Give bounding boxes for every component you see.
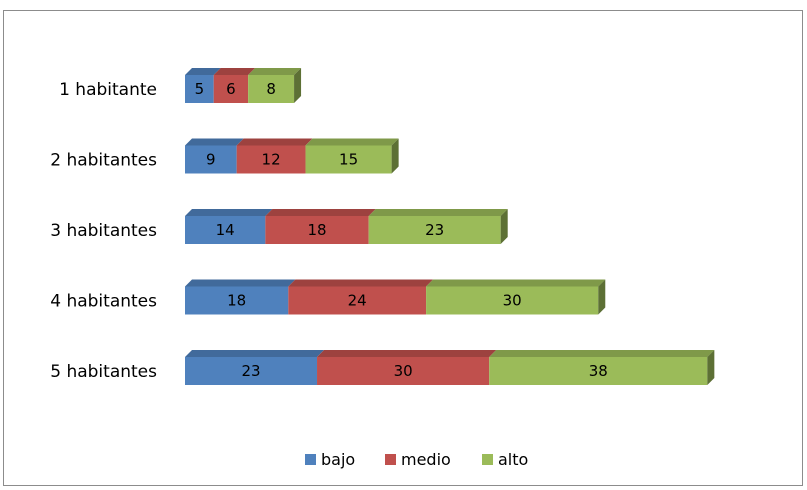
bar-segment-medio [317,357,490,385]
bar-segment-bajo [185,357,318,385]
legend-label-medio: medio [401,450,451,469]
bar-segment-top [185,209,273,216]
bar-segment-top [489,350,715,357]
data-label: 30 [503,292,522,310]
category-label: 3 habitantes [50,221,157,241]
bar-segment-top [236,138,313,146]
bar-segment-top [426,279,606,287]
bar-side-face [294,68,302,103]
bar-side-face [707,350,715,385]
data-label: 38 [589,362,608,380]
category-label: 4 habitantes [50,292,157,312]
data-label: 6 [226,80,236,98]
bar-segment-bajo [185,216,266,244]
bar-side-face [598,279,606,315]
bar-segment-medio [288,286,427,315]
data-label: 12 [262,151,281,169]
data-label: 15 [339,151,358,169]
bar-segment-medio [265,216,369,244]
data-label: 30 [394,362,413,380]
bar-segment-alto [368,216,501,244]
category-label: 2 habitantes [50,151,157,171]
bar-segment-top [305,138,399,146]
category-label: 1 habitante [59,80,157,100]
bar-side-face [500,209,508,244]
data-label: 18 [227,292,246,310]
bar-segment-top [288,279,434,287]
bar-segment-top [185,138,244,146]
bar-segment-bajo [185,286,289,315]
legend-swatch-alto [482,454,493,465]
bar-segment-alto [489,357,708,385]
legend: bajo medio alto [305,450,528,469]
data-label: 14 [216,221,235,239]
legend-swatch-bajo [305,454,316,465]
bar-segment-top [213,68,256,75]
bar-segment-bajo [185,145,237,174]
data-label: 5 [195,80,205,98]
data-label: 9 [206,151,216,169]
data-label: 23 [425,221,444,239]
bar-segment-bajo [185,75,214,103]
bar-segment-top [185,279,296,287]
data-label: 23 [241,362,260,380]
bar-segment-top [248,68,302,75]
data-label: 8 [266,80,276,98]
chart-frame [3,10,803,486]
bar-segment-alto [305,145,392,174]
category-label: 5 habitantes [50,362,157,382]
bar-side-face [391,138,399,174]
bar-segment-medio [213,75,249,103]
bar-segment-top [185,350,325,357]
bar-segment-top [265,209,376,216]
bar-segment-alto [426,286,599,315]
bar-segment-top [185,68,221,75]
bars-group: 5 6 8 9 12 15 14 18 23 18 24 30 23 30 38 [185,68,715,385]
data-label: 18 [307,221,326,239]
legend-label-alto: alto [498,450,528,469]
bar-segment-medio [236,145,306,174]
category-labels: 1 habitante 2 habitantes 3 habitantes 4 hab… [50,80,157,382]
bar-segment-alto [248,75,295,103]
legend-swatch-medio [385,454,396,465]
bar-segment-top [368,209,508,216]
data-label: 24 [348,292,367,310]
legend-label-bajo: bajo [321,450,355,469]
bar-segment-top [317,350,497,357]
